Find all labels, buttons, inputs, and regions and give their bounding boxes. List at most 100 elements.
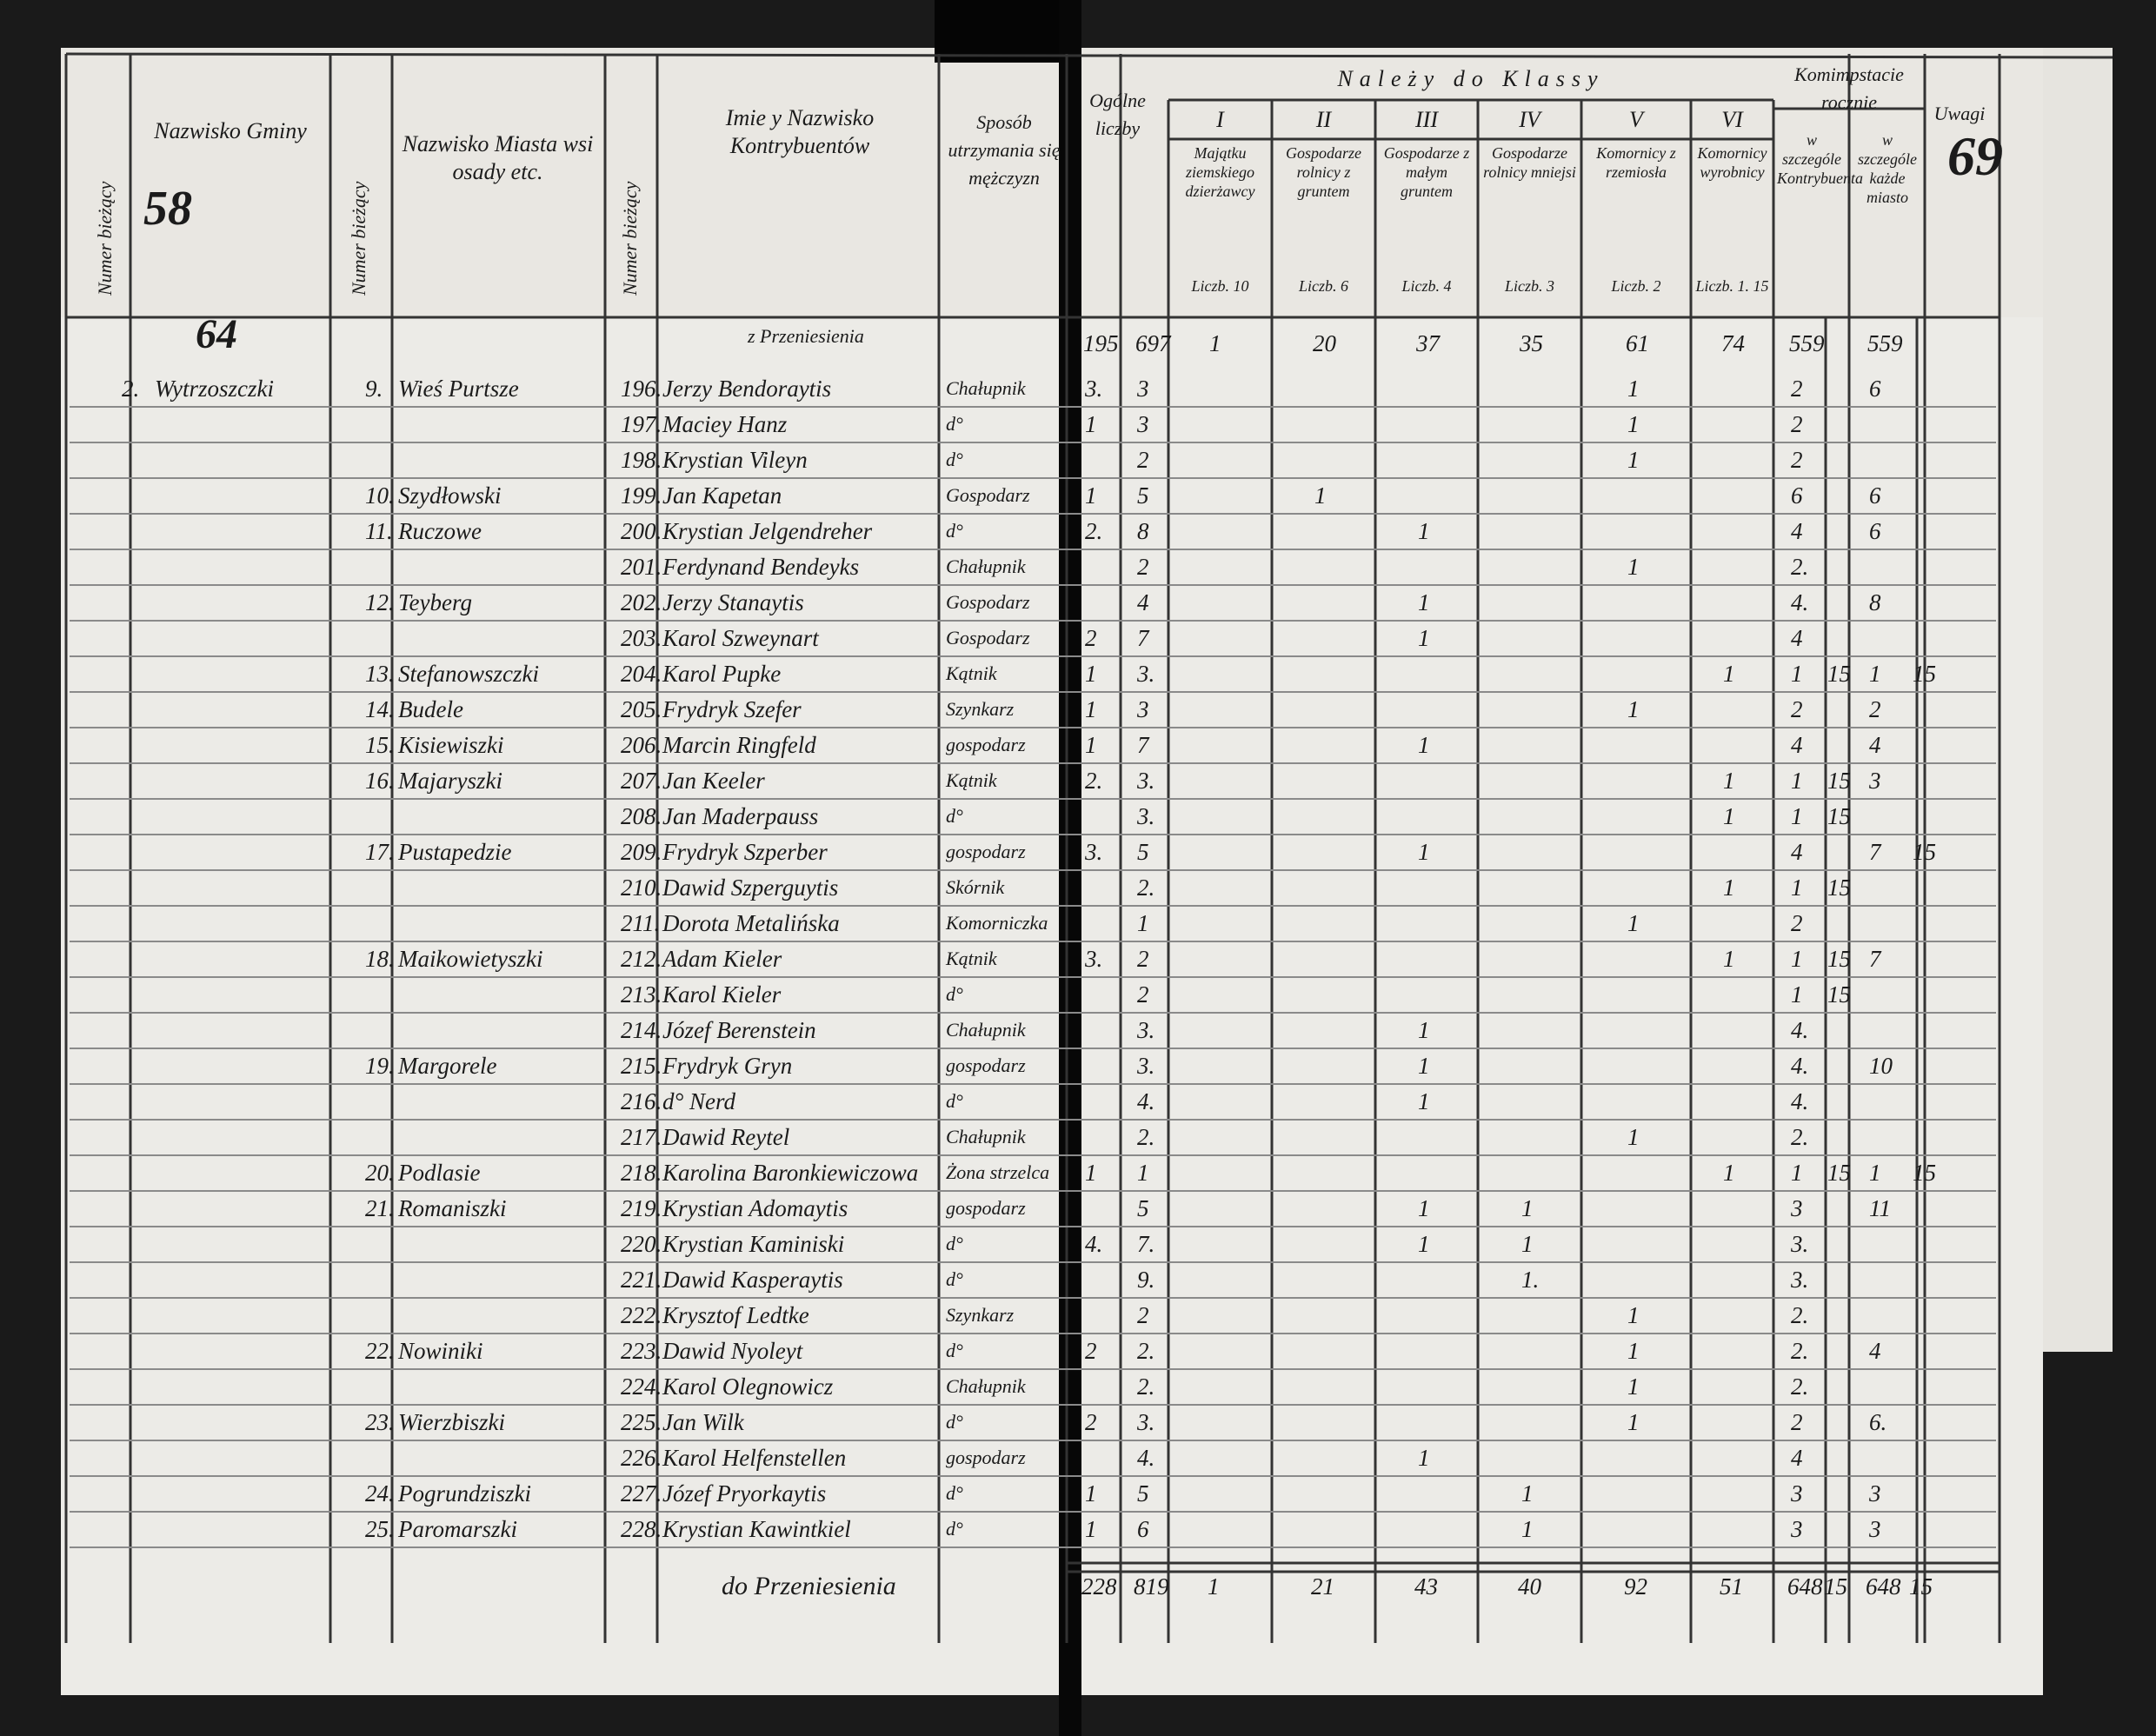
count-value: 1 <box>1418 589 1430 615</box>
occupation: Gospodarz <box>946 484 1030 506</box>
place-number: 13. <box>365 661 395 687</box>
count-value: 2. <box>1137 1124 1155 1150</box>
count-value: 2. <box>1085 768 1103 794</box>
place-number: 25. <box>365 1516 395 1542</box>
count-value: 1 <box>1627 411 1640 437</box>
count-value: 1 <box>1627 910 1640 936</box>
occupation: d° <box>946 1268 963 1290</box>
place-name: Podlasie <box>398 1160 481 1186</box>
count-value: 3. <box>1137 661 1155 687</box>
count-value: 6 <box>1137 1516 1149 1542</box>
count-value: 3 <box>1869 1480 1881 1507</box>
occupation: Szynkarz <box>946 1304 1015 1326</box>
count-value: 7. <box>1137 1231 1155 1257</box>
occupation: d° <box>946 1090 963 1112</box>
count-value: 4 <box>1791 625 1803 651</box>
total-value: 15 <box>1824 1573 1847 1600</box>
count-value: 1 <box>1418 1195 1430 1221</box>
occupation: gospodarz <box>946 1447 1026 1468</box>
column-header: Sposób utrzymania się mężczyzn <box>948 111 1061 189</box>
count-value: 3. <box>1137 1409 1155 1435</box>
count-value: 6 <box>1869 376 1881 402</box>
count-value: 15 <box>1913 839 1936 865</box>
count-value: 5 <box>1137 482 1149 509</box>
count-value: 4. <box>1137 1445 1155 1471</box>
class-rate: Liczb. 10 <box>1191 277 1249 295</box>
count-value: 6 <box>1869 482 1881 509</box>
count-value: 1 <box>1418 1017 1430 1043</box>
place-number: 20. <box>365 1160 395 1186</box>
count-value: 3 <box>1137 411 1149 437</box>
count-value: 2 <box>1791 447 1803 473</box>
contributor-name: Dawid Reytel <box>662 1124 790 1150</box>
count-value: 2. <box>1791 1338 1809 1364</box>
count-value: 15 <box>1913 1160 1936 1186</box>
carried-value: 20 <box>1313 330 1336 356</box>
entry-number: 207. <box>621 768 662 794</box>
occupation: Kątnik <box>946 662 997 684</box>
count-value: 1 <box>1627 1409 1640 1435</box>
place-number: 14. <box>365 696 395 722</box>
count-value: 1 <box>1137 1160 1149 1186</box>
place-number: 23. <box>365 1409 395 1435</box>
count-value: 2. <box>1791 554 1809 580</box>
count-value: 5 <box>1137 1195 1149 1221</box>
entry-number: 227. <box>621 1480 662 1507</box>
contributor-name: Marcin Ringfeld <box>662 732 816 758</box>
place-number: 11. <box>365 518 393 544</box>
count-value: 1 <box>1137 910 1149 936</box>
occupation: gospodarz <box>946 734 1026 755</box>
occupation: d° <box>946 413 963 435</box>
column-header: Nazwisko Miasta wsi osady etc. <box>402 131 594 184</box>
count-value: 1 <box>1627 1338 1640 1364</box>
entry-number: 202. <box>621 589 662 615</box>
carried-number: 64 <box>196 311 237 357</box>
entry-number: 206. <box>621 732 662 758</box>
page-number: 69 <box>1947 125 2003 187</box>
contributor-name: Karol Pupke <box>662 661 782 687</box>
count-value: 1 <box>1723 946 1735 972</box>
count-value: 6 <box>1869 518 1881 544</box>
place-name: Wieś Purtsze <box>398 376 519 402</box>
entry-number: 224. <box>621 1374 662 1400</box>
entry-number: 203. <box>621 625 662 651</box>
count-value: 1 <box>1418 1088 1430 1114</box>
count-value: 1 <box>1521 1231 1534 1257</box>
carried-value: 35 <box>1520 330 1543 356</box>
occupation: d° <box>946 520 963 542</box>
count-value: 2. <box>1791 1124 1809 1150</box>
contributor-name: Dawid Szperguytis <box>662 875 839 901</box>
count-value: 2 <box>1137 554 1149 580</box>
place-name: Nowiniki <box>398 1338 483 1364</box>
occupation: Chałupnik <box>946 555 1026 577</box>
class-rate: Liczb. 3 <box>1504 277 1554 295</box>
contributor-name: Krysztof Ledtke <box>662 1302 809 1328</box>
total-value: 43 <box>1414 1573 1438 1600</box>
contributor-name: d° Nerd <box>662 1088 736 1114</box>
class-note: Komornicy wyrobnicy <box>1697 144 1767 181</box>
count-value: 1 <box>1085 482 1097 509</box>
column-header: Nazwisko Gminy <box>154 118 307 143</box>
contributor-name: Józef Pryorkaytis <box>662 1480 827 1507</box>
count-value: 2. <box>1791 1374 1809 1400</box>
count-value: 1 <box>1627 376 1640 402</box>
count-value: 7 <box>1869 839 1881 865</box>
count-value: 1 <box>1723 803 1735 829</box>
entry-number: 216. <box>621 1088 662 1114</box>
count-value: 6 <box>1791 482 1803 509</box>
count-value: 4 <box>1869 732 1881 758</box>
count-value: 2. <box>1791 1302 1809 1328</box>
count-value: 3 <box>1791 1516 1803 1542</box>
count-value: 1 <box>1085 411 1097 437</box>
count-value: 2 <box>1869 696 1881 722</box>
count-value: 4 <box>1137 589 1149 615</box>
tax-column-header: w szczególe każde miasto <box>1858 131 1917 206</box>
count-value: 1 <box>1418 1445 1430 1471</box>
occupation: d° <box>946 1482 963 1504</box>
count-value: 1 <box>1085 661 1097 687</box>
place-name: Pustapedzie <box>398 839 512 865</box>
count-value: 15 <box>1827 803 1851 829</box>
class-label: V <box>1629 107 1643 132</box>
count-value: 3 <box>1791 1195 1803 1221</box>
count-value: 1 <box>1418 1053 1430 1079</box>
